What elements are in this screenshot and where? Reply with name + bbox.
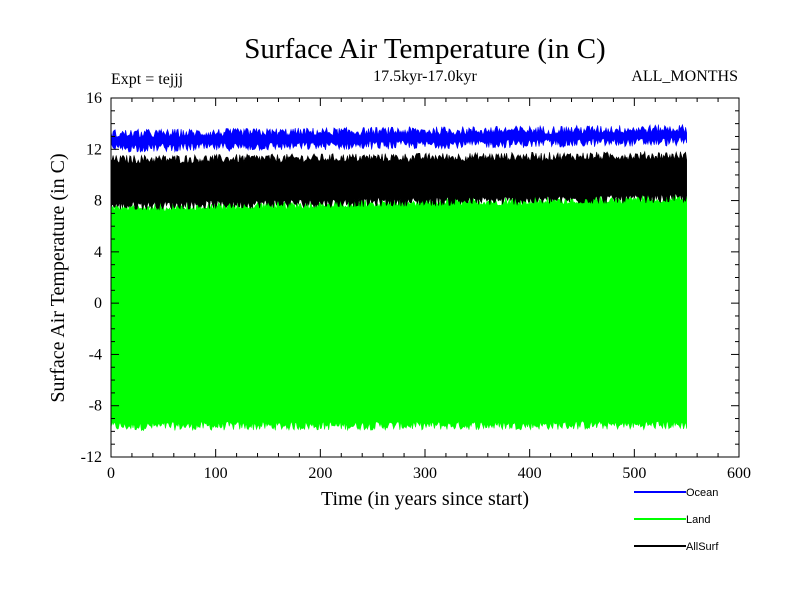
series-land-band (110, 193, 687, 432)
x-tick-label: 300 (413, 465, 437, 482)
y-tick-label: 4 (94, 244, 102, 261)
x-axis-label: Time (in years since start) (321, 488, 529, 510)
x-tick-label: 500 (622, 465, 646, 482)
x-tick-label: 600 (727, 465, 751, 482)
expt-label: Expt = tejjj (111, 71, 183, 88)
y-tick-label: 0 (94, 295, 102, 312)
legend-label-land: Land (686, 514, 710, 526)
x-tick-label: 0 (107, 465, 115, 482)
y-tick-label: 16 (86, 90, 102, 107)
legend-label-ocean: Ocean (686, 487, 718, 499)
x-tick-label: 100 (204, 465, 228, 482)
chart-subtitle: 17.5kyr-17.0kyr (373, 68, 477, 85)
legend-label-allsurf: AllSurf (686, 541, 719, 553)
y-tick-label: -12 (81, 449, 102, 466)
y-tick-label: -4 (89, 346, 102, 363)
chart-title: Surface Air Temperature (in C) (244, 33, 605, 65)
series-allsurf-band (110, 150, 687, 211)
y-tick-label: 12 (86, 141, 102, 158)
months-label: ALL_MONTHS (631, 68, 738, 85)
x-tick-label: 400 (518, 465, 542, 482)
series-ocean-band (110, 123, 687, 153)
y-tick-label: -8 (89, 398, 102, 415)
x-tick-label: 200 (308, 465, 332, 482)
y-tick-label: 8 (94, 193, 102, 210)
series-layer (110, 123, 687, 432)
y-axis-label: Surface Air Temperature (in C) (47, 153, 69, 402)
legend: Ocean Land AllSurf (634, 487, 719, 553)
axes-layer: 0 100 200 300 400 500 600 -12 -8 -4 0 4 8 12 16 (81, 90, 751, 482)
